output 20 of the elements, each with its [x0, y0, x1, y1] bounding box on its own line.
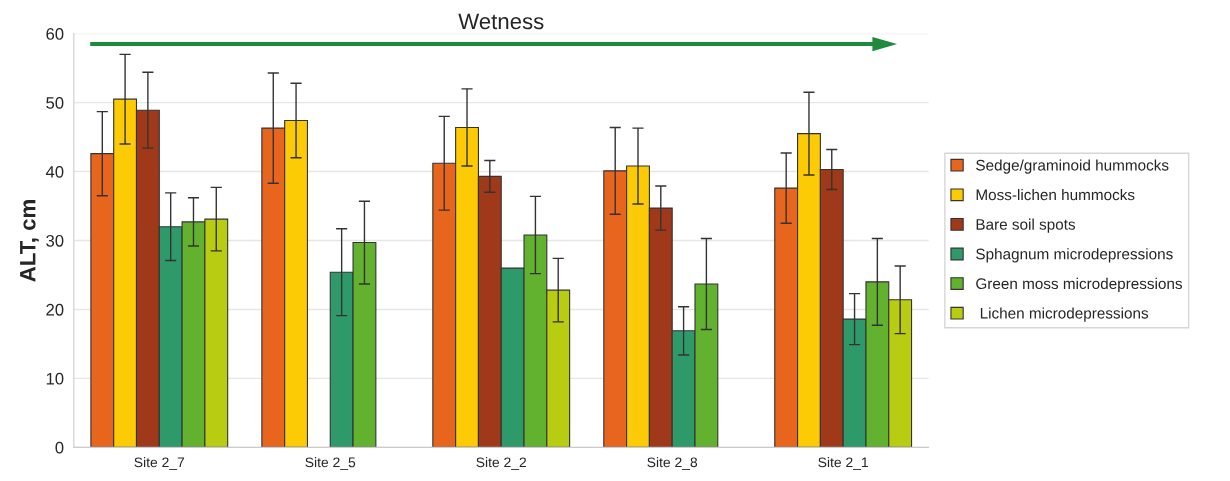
legend-label: Sphagnum microdepressions — [976, 248, 1173, 263]
x-tick-label: Site 2_8 — [647, 457, 698, 470]
y-tick-label: 20 — [46, 303, 64, 316]
legend-label: Bare soil spots — [976, 218, 1076, 233]
x-tick-label: Site 2_2 — [476, 457, 527, 470]
legend-label: Green moss microdepressions — [976, 277, 1183, 293]
y-tick-label: 50 — [46, 97, 64, 109]
legend-label: Moss-lichen hummocks — [976, 189, 1135, 201]
y-tick-label: 60 — [46, 28, 64, 40]
legend-label: Sedge/graminoid hummocks — [976, 159, 1169, 174]
x-tick-label: Site 2_7 — [134, 457, 185, 470]
legend-label: Lichen microdepressions — [980, 307, 1149, 322]
text: Wetness — [458, 13, 544, 30]
y-tick-label: 40 — [45, 165, 64, 178]
y-tick-label: 10 — [46, 372, 64, 385]
y-tick-label: 0 — [55, 441, 64, 454]
x-tick-label: Site 2_5 — [305, 457, 356, 470]
x-tick-label: Site 2_1 — [818, 457, 868, 470]
y-axis-title: ALT, cm — [20, 200, 39, 282]
y-tick-label: 30 — [46, 234, 64, 247]
